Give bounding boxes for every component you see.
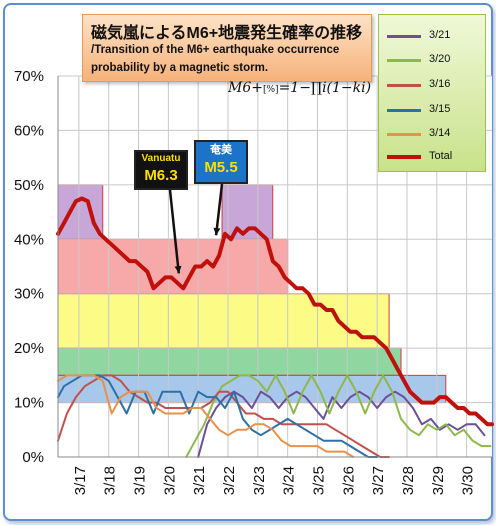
y-tick-label: 60% <box>14 122 44 139</box>
legend-item-3-14: 3/14 <box>387 125 483 143</box>
annotation-amami: 奄美 M5.5 <box>194 140 248 184</box>
x-tick-label: 3/26 <box>340 466 357 495</box>
x-tick-label: 3/30 <box>460 466 477 495</box>
series-line-3-20 <box>185 374 492 458</box>
probability-band-5 <box>57 374 447 404</box>
annotation-vanuatu-magnitude: M6.3 <box>144 167 178 184</box>
x-tick-label: 3/18 <box>102 466 119 495</box>
x-tick-label: 3/28 <box>400 466 417 495</box>
series-line-3-16 <box>57 374 391 458</box>
x-tick-label: 3/23 <box>251 466 268 495</box>
annotation-vanuatu: Vanuatu M6.3 <box>134 150 188 190</box>
legend-label: 3/14 <box>429 127 451 139</box>
probability-band-2 <box>57 238 289 295</box>
legend-item-3-21: 3/21 <box>387 27 483 45</box>
x-tick-label: 3/19 <box>132 466 149 495</box>
legend-swatch <box>387 84 421 87</box>
x-tick-label: 3/27 <box>370 466 387 495</box>
x-tick-label: 3/20 <box>161 466 178 495</box>
series-line-3-15 <box>57 374 379 458</box>
series-line-total <box>56 196 494 427</box>
series-line-3-14 <box>57 374 355 458</box>
legend: 3/21 3/20 3/16 3/15 3/14 Total <box>378 14 486 172</box>
annotation-arrowhead-1 <box>213 227 221 236</box>
formula-sub: [%] <box>262 85 279 95</box>
legend-swatch <box>387 133 421 136</box>
annotation-vanuatu-place: Vanuatu <box>141 153 181 164</box>
annotation-amami-magnitude: M5.5 <box>204 159 238 176</box>
legend-swatch <box>387 109 421 112</box>
y-tick-label: 10% <box>14 395 44 412</box>
legend-swatch <box>387 59 421 62</box>
chart-title-box: 磁気嵐によるM6+地震発生確率の推移 /Transition of the M6… <box>82 14 372 82</box>
formula: M6+[%]=1−∏i(1−ki) <box>228 80 371 96</box>
chart-title-en: /Transition of the M6+ earthquake occurr… <box>91 44 340 74</box>
y-tick-label: 40% <box>14 231 44 248</box>
y-tick-label: 50% <box>14 177 44 194</box>
probability-band-4 <box>57 347 402 376</box>
y-tick-label: 30% <box>14 286 44 303</box>
formula-rhs: =1−∏i(1−ki) <box>278 80 372 96</box>
x-tick-label: 3/29 <box>430 466 447 495</box>
legend-label: 3/20 <box>429 53 451 65</box>
chart-title-ja: 磁気嵐によるM6+地震発生確率の推移 <box>91 25 363 42</box>
x-tick-label: 3/22 <box>221 466 238 495</box>
x-tick-label: 3/24 <box>281 466 298 495</box>
x-tick-label: 3/25 <box>311 466 328 495</box>
legend-item-3-20: 3/20 <box>387 51 483 69</box>
legend-item-3-16: 3/16 <box>387 76 483 94</box>
legend-swatch <box>387 155 421 159</box>
x-tick-label: 3/17 <box>72 466 89 495</box>
legend-swatch <box>387 35 421 38</box>
annotation-arrowhead-0 <box>174 265 182 274</box>
legend-label: 3/21 <box>429 29 451 41</box>
y-tick-label: 70% <box>14 68 44 85</box>
legend-label: 3/16 <box>429 78 451 90</box>
y-tick-label: 0% <box>22 449 44 466</box>
formula-lhs: M6+ <box>228 80 263 96</box>
annotation-amami-place: 奄美 <box>210 144 232 156</box>
series-line-3-21 <box>197 390 486 458</box>
legend-label: 3/15 <box>429 103 451 115</box>
annotation-arrow-0 <box>168 189 181 274</box>
legend-item-3-15: 3/15 <box>387 101 483 119</box>
y-tick-label: 20% <box>14 340 44 357</box>
x-tick-label: 3/21 <box>191 466 208 495</box>
annotation-arrow-1 <box>214 183 224 236</box>
legend-item-total: Total <box>387 148 483 166</box>
legend-label: Total <box>429 150 453 162</box>
